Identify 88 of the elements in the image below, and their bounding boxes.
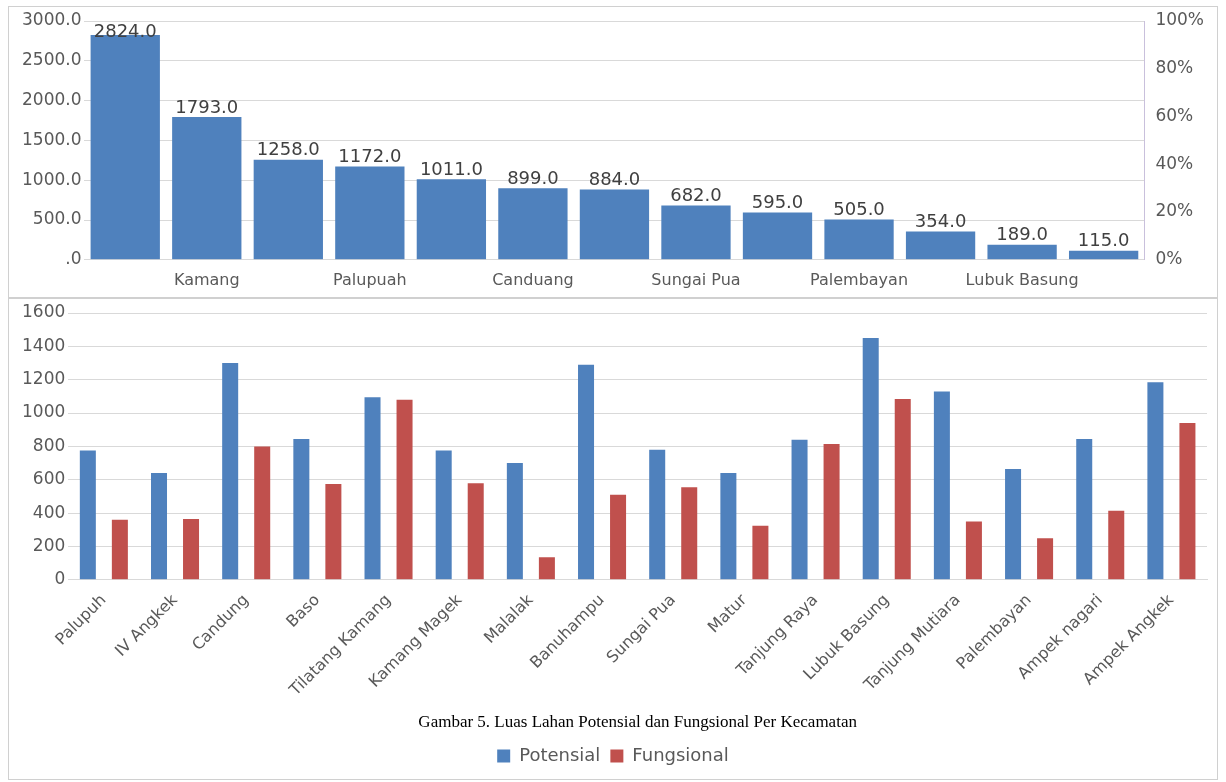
- bar: [253, 159, 323, 260]
- bar: [1076, 438, 1093, 580]
- bar: [742, 212, 813, 260]
- bar: [1037, 538, 1054, 580]
- bar: [661, 205, 731, 260]
- data-label: 899.0: [507, 166, 559, 188]
- bar: [1108, 510, 1125, 580]
- text: Gambar 5. Luas Lahan Potensial dan Fungsional Per Kecamatan: [418, 711, 858, 731]
- x-tick-label: Sungai Pua: [651, 269, 741, 289]
- y-tick-label: 1000.0: [22, 168, 82, 189]
- bar: [293, 438, 310, 580]
- bar: [90, 35, 160, 260]
- legend-label: Fungsional: [632, 743, 729, 765]
- y-tick-label: 800: [32, 434, 66, 455]
- bar: [1147, 382, 1164, 580]
- bar: [506, 463, 523, 580]
- data-label: 505.0: [833, 198, 885, 220]
- y-tick-label: 200: [32, 534, 66, 555]
- bar: [467, 483, 484, 580]
- bar: [1005, 468, 1022, 580]
- bar: [1179, 423, 1196, 580]
- y2-tick-label: 80%: [1155, 57, 1194, 78]
- data-label: 884.0: [588, 168, 641, 190]
- x-tick-label: Palupuah: [333, 269, 407, 289]
- x-tick-label: Kamang: [173, 269, 240, 289]
- y2-tick-label: 40%: [1155, 152, 1194, 173]
- bar: [824, 219, 894, 260]
- bar: [791, 439, 808, 580]
- bar: [933, 391, 950, 580]
- y-tick-label: 1000: [22, 401, 66, 422]
- y-tick-label: 3000.0: [22, 9, 82, 30]
- data-label: 682.0: [670, 184, 722, 206]
- bar: [222, 363, 239, 580]
- bar: [823, 443, 840, 580]
- y2-tick-label: 100%: [1155, 9, 1205, 30]
- x-tick-label: Canduang: [492, 269, 574, 289]
- y2-tick-label: 60%: [1155, 104, 1194, 125]
- data-label: 1258.0: [256, 138, 320, 160]
- bar: [416, 179, 487, 260]
- bar: [987, 244, 1057, 260]
- bar: [498, 188, 568, 260]
- bar: [325, 483, 342, 580]
- y-tick-label: 1500.0: [22, 128, 82, 149]
- data-label: 595.0: [751, 191, 804, 213]
- bar: [79, 450, 96, 580]
- y-tick-label: 0: [54, 568, 66, 589]
- bar: [1068, 250, 1139, 260]
- bar: [681, 487, 698, 580]
- data-label: 189.0: [996, 223, 1048, 245]
- x-tick-label: Palembayan: [810, 269, 909, 289]
- bar: [578, 364, 595, 580]
- y-tick-label: 2000.0: [22, 89, 82, 110]
- y-tick-label: 400: [32, 501, 66, 522]
- bar: [435, 450, 452, 580]
- bar: [862, 338, 879, 580]
- y-tick-label: 600: [32, 468, 66, 489]
- y-tick-label: 1400: [22, 334, 66, 355]
- bar: [111, 519, 128, 580]
- bar: [610, 494, 627, 580]
- y2-tick-label: 0%: [1155, 248, 1183, 269]
- y-tick-label: 1200: [22, 368, 66, 389]
- bar: [905, 231, 976, 260]
- bar: [894, 398, 911, 580]
- bar: [254, 446, 271, 580]
- y-tick-label: .0: [65, 248, 82, 269]
- y-tick-label: 1600: [22, 301, 66, 322]
- bar: [752, 525, 769, 580]
- y2-tick-label: 20%: [1155, 200, 1194, 221]
- bar: [183, 518, 200, 580]
- data-label: 354.0: [914, 210, 967, 232]
- x-tick-label: Lubuk Basung: [965, 269, 1079, 289]
- bar: [720, 473, 737, 580]
- bar: [396, 399, 413, 580]
- bar: [649, 449, 666, 580]
- data-label: 1011.0: [419, 158, 483, 179]
- bar: [579, 189, 650, 260]
- bar: [364, 397, 381, 580]
- bar: [151, 473, 168, 580]
- data-label: 1793.0: [175, 95, 239, 117]
- bar: [538, 557, 555, 580]
- y-tick-label: 500.0: [32, 208, 82, 229]
- data-label: 115.0: [1077, 229, 1130, 251]
- bar: [965, 521, 982, 580]
- bar: [172, 117, 242, 260]
- legend-label: Potensial: [519, 743, 601, 765]
- data-label: 1172.0: [338, 145, 402, 167]
- bar: [335, 166, 405, 260]
- y-tick-label: 2500.0: [22, 49, 82, 70]
